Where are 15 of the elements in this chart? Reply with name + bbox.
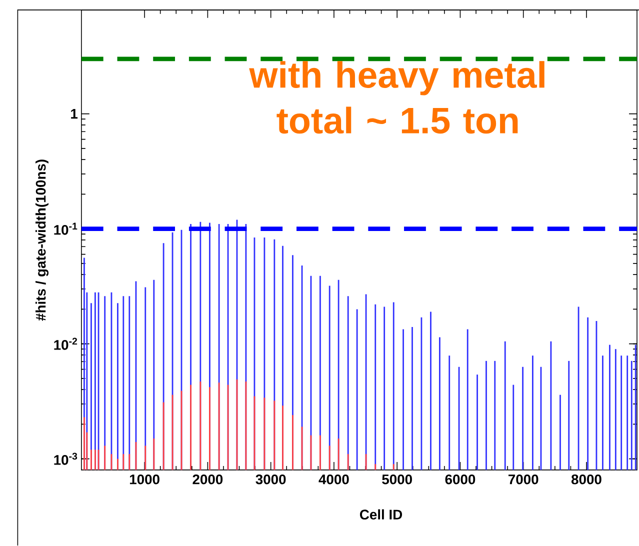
x-axis-title: Cell ID <box>360 509 402 520</box>
x-tick-label: 8000 <box>571 474 602 484</box>
y-tick-label: 1 <box>71 109 78 119</box>
y-axis-title: #hits / gate-width(100ns) <box>36 160 49 321</box>
x-tick-label: 1000 <box>130 474 160 484</box>
y-tick-label: 10$^{-2}$ <box>54 338 78 350</box>
x-tick-label: 5000 <box>382 474 412 484</box>
x-tick-label: 3000 <box>256 474 286 484</box>
y-tick-label: 10$^{-3}$ <box>54 452 78 466</box>
x-tick-label: 4000 <box>318 474 349 484</box>
x-tick-label: 6000 <box>445 474 476 484</box>
x-tick-label: 2000 <box>192 474 223 484</box>
annotation: with heavy metal total ~ 1.5 ton <box>249 61 544 134</box>
x-tick-label: 7000 <box>508 474 538 484</box>
y-tick-label: 10$^{-1}$ <box>54 222 78 236</box>
